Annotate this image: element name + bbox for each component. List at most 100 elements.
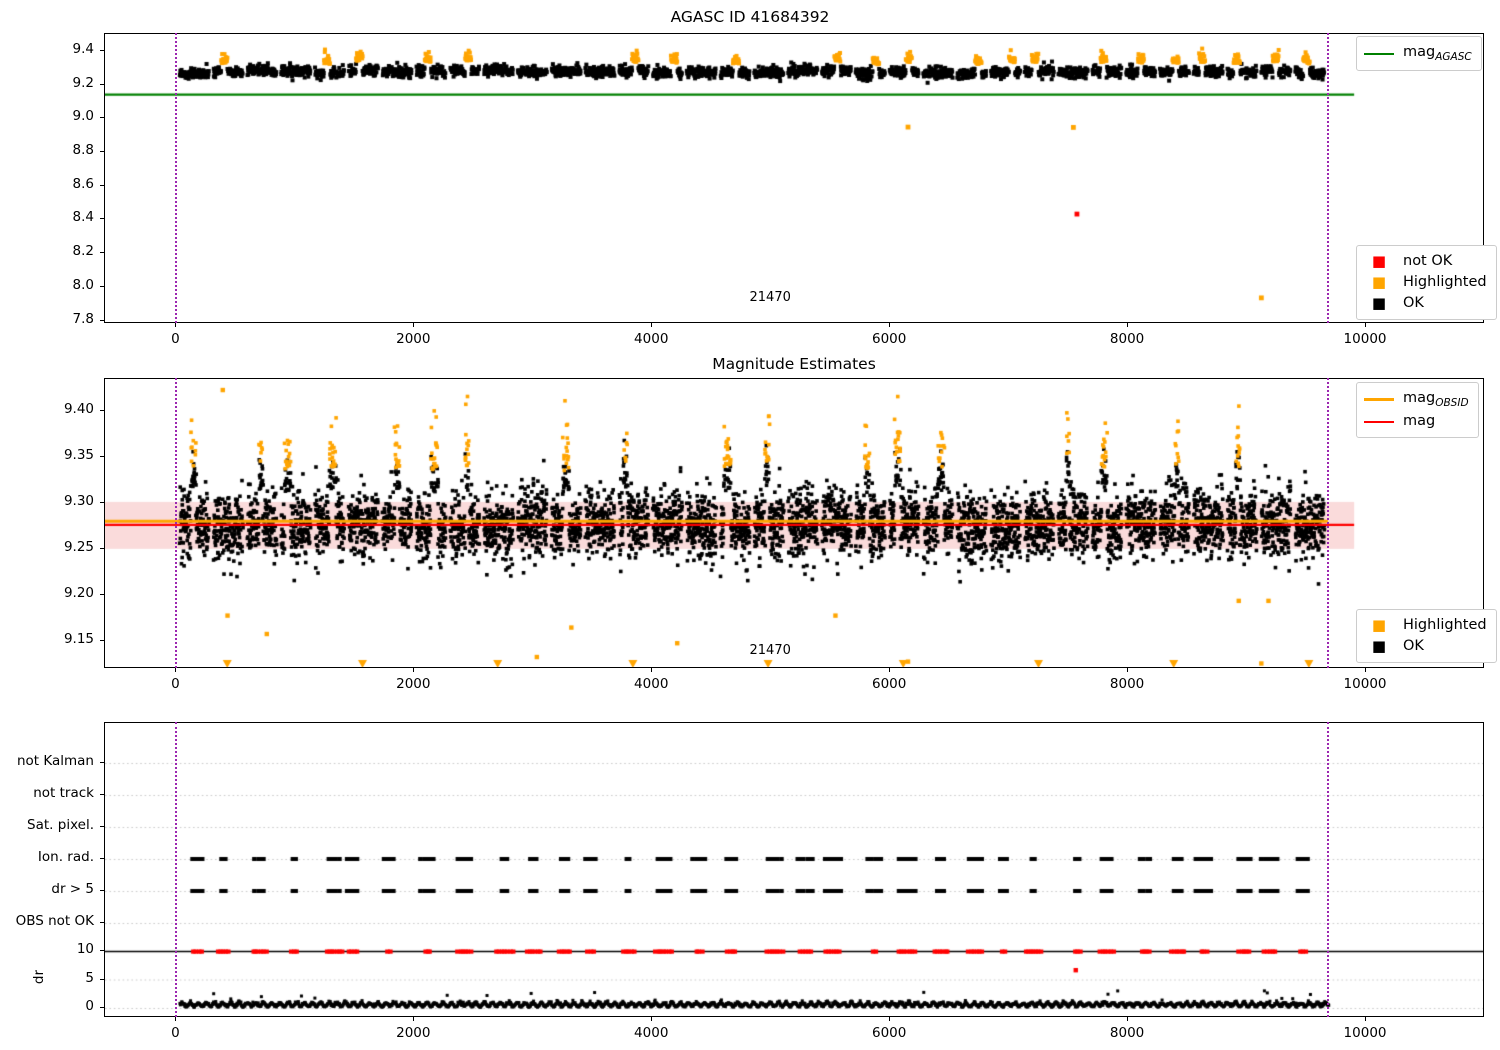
y-tick (100, 890, 104, 891)
y-tick (100, 794, 104, 795)
x-tick-label: 6000 (871, 676, 907, 692)
y-tick (100, 548, 104, 550)
x-tick-label: 10000 (1343, 1025, 1387, 1041)
x-tick-label: 4000 (634, 1025, 669, 1041)
y-tick (100, 83, 104, 85)
x-tick (413, 323, 415, 327)
legend-entry-highlighted-2[interactable]: ■ Highlighted (1364, 615, 1487, 636)
x-tick-label: 2000 (396, 676, 431, 692)
legend-entry-ok-2[interactable]: ■ OK (1364, 636, 1487, 657)
dr-tick-label: 5 (85, 969, 94, 986)
x-tick (1365, 1017, 1367, 1021)
y-tick-label: 8.6 (72, 175, 94, 192)
flag-row-label-not-track-row: not track (33, 785, 94, 801)
y-tick-label: 9.25 (63, 539, 94, 556)
legend-entry-not-ok[interactable]: ■ not OK (1364, 251, 1487, 272)
y-tick (100, 410, 104, 412)
flag-row-label-ion-rad-row: Ion. rad. (37, 849, 94, 865)
agasc-magnitude-panel (104, 33, 1484, 323)
magnitude-estimates-panel (104, 378, 1484, 668)
flag-row-label-obs-not-ok-row: OBS not OK (15, 913, 94, 929)
y-tick-label: 8.8 (72, 142, 94, 159)
legend-entry-highlighted[interactable]: ■ Highlighted (1364, 272, 1487, 293)
agasc-scatter-canvas (105, 34, 1483, 322)
flag-row-label-not-kalman-row: not Kalman (16, 753, 94, 769)
y-tick-label: 9.20 (63, 585, 94, 602)
legend-label-highlighted: Highlighted (1403, 274, 1487, 291)
obsid-divider-line (1326, 378, 1329, 668)
x-tick (651, 323, 653, 327)
flags-and-dr-panel (104, 722, 1484, 1017)
y-tick (100, 640, 104, 642)
mag-lines-legend[interactable]: magOBSID mag (1356, 382, 1479, 439)
y-tick-label: 8.4 (72, 209, 94, 226)
legend-entry-mag[interactable]: mag (1364, 411, 1469, 432)
y-tick (100, 151, 104, 153)
y-tick (100, 594, 104, 596)
dr-tick (100, 950, 104, 951)
dr-axis-label: dr (31, 969, 48, 984)
y-tick (100, 319, 104, 321)
y-tick (100, 252, 104, 254)
orange-line-icon (1364, 398, 1394, 402)
black-dot-icon: ■ (1371, 294, 1387, 313)
x-tick (1127, 1017, 1129, 1021)
red-line-icon (1364, 420, 1394, 423)
x-tick (1127, 323, 1129, 327)
point-status-legend-panel1[interactable]: ■ not OK ■ Highlighted ■ OK (1356, 245, 1497, 321)
mag-agasc-legend[interactable]: magAGASC (1356, 36, 1482, 72)
y-tick-label: 9.15 (63, 631, 94, 648)
x-tick-label: 6000 (871, 331, 907, 347)
y-tick (100, 762, 104, 763)
flag-row-label-sat-pixel-row: Sat. pixel. (27, 817, 94, 833)
magnitude-scatter-canvas (105, 379, 1483, 667)
legend-entry-ok[interactable]: ■ OK (1364, 293, 1487, 314)
y-tick (100, 922, 104, 923)
legend-label-mag-agasc: magAGASC (1403, 44, 1472, 63)
legend-entry-mag-agasc[interactable]: magAGASC (1364, 42, 1472, 65)
x-tick-label: 8000 (1109, 331, 1145, 347)
point-status-legend-panel2[interactable]: ■ Highlighted ■ OK (1356, 609, 1497, 664)
x-tick-label: 0 (171, 676, 180, 692)
x-tick (651, 668, 653, 672)
obsid-annotation: 21470 (749, 643, 791, 659)
y-tick (100, 117, 104, 119)
legend-label-ok: OK (1403, 295, 1424, 312)
orange-dot-icon: ■ (1371, 616, 1387, 634)
obsid-divider-line (1326, 722, 1329, 1017)
dr-tick (100, 978, 104, 980)
x-tick (889, 323, 891, 327)
y-tick-label: 9.40 (63, 401, 94, 418)
x-tick-label: 2000 (396, 331, 431, 347)
obsid-divider-line (175, 33, 178, 323)
x-tick-label: 4000 (634, 676, 669, 692)
figure-title: AGASC ID 41684392 (670, 8, 830, 26)
legend-label-not-ok: not OK (1403, 253, 1453, 269)
red-dot-icon: ■ (1371, 252, 1387, 270)
x-tick (1127, 668, 1129, 672)
x-tick (413, 1017, 415, 1021)
y-tick-label: 9.0 (72, 108, 94, 125)
legend-label-mag-obsid: magOBSID (1403, 390, 1469, 409)
y-tick-label: 7.8 (72, 310, 94, 327)
x-tick-label: 4000 (634, 331, 669, 347)
obsid-divider-line (175, 378, 178, 668)
y-tick-label: 9.2 (72, 74, 94, 91)
orange-dot-icon: ■ (1371, 273, 1387, 292)
x-tick-label: 8000 (1109, 676, 1145, 692)
y-tick-label: 8.2 (72, 243, 94, 260)
x-tick (1365, 668, 1367, 672)
y-tick (100, 285, 104, 287)
y-tick-label: 9.35 (63, 447, 94, 464)
x-tick (651, 1017, 653, 1021)
y-tick (100, 456, 104, 458)
legend-label-mag: mag (1403, 413, 1436, 430)
legend-label-highlighted-2: Highlighted (1403, 617, 1487, 633)
legend-entry-mag-obsid[interactable]: magOBSID (1364, 388, 1469, 411)
x-tick-label: 2000 (396, 1025, 431, 1041)
x-tick-label: 0 (171, 1025, 180, 1041)
dr-tick-label: 0 (85, 998, 94, 1014)
flag-row-label-dr-gt-5-row: dr > 5 (51, 881, 94, 897)
magnitude-estimates-title: Magnitude Estimates (712, 355, 876, 373)
x-tick (889, 1017, 891, 1021)
